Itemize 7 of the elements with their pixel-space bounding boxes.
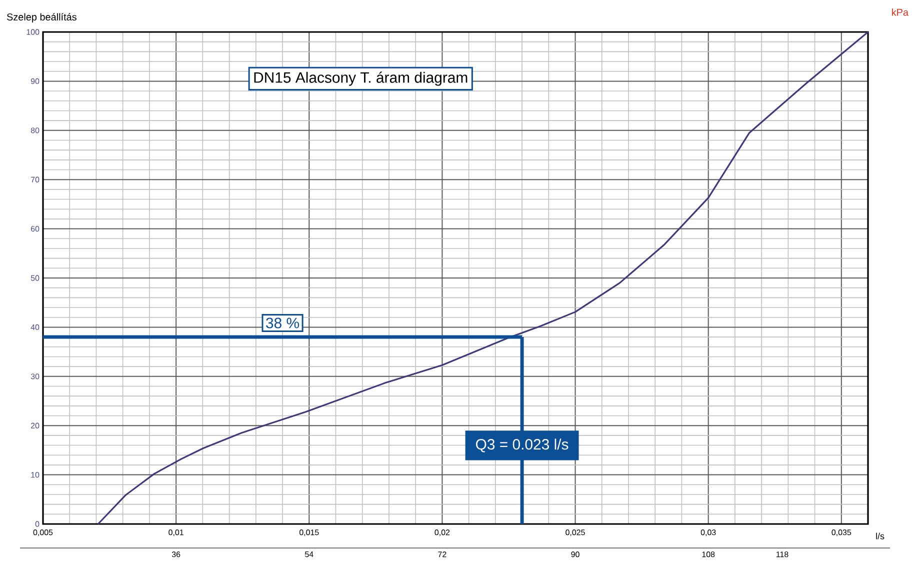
ref-line-label: Q3 = 0.023 l/s	[476, 438, 568, 452]
text: kPa	[892, 8, 908, 16]
line-series	[97, 31, 869, 525]
y-axis-title: Szelep beállítás	[6, 13, 76, 22]
ref-line-label: 38 %	[266, 318, 299, 328]
x-axis-title: l/s	[876, 532, 884, 540]
text: DN15 Alacsony T. áram diagram	[254, 72, 468, 86]
